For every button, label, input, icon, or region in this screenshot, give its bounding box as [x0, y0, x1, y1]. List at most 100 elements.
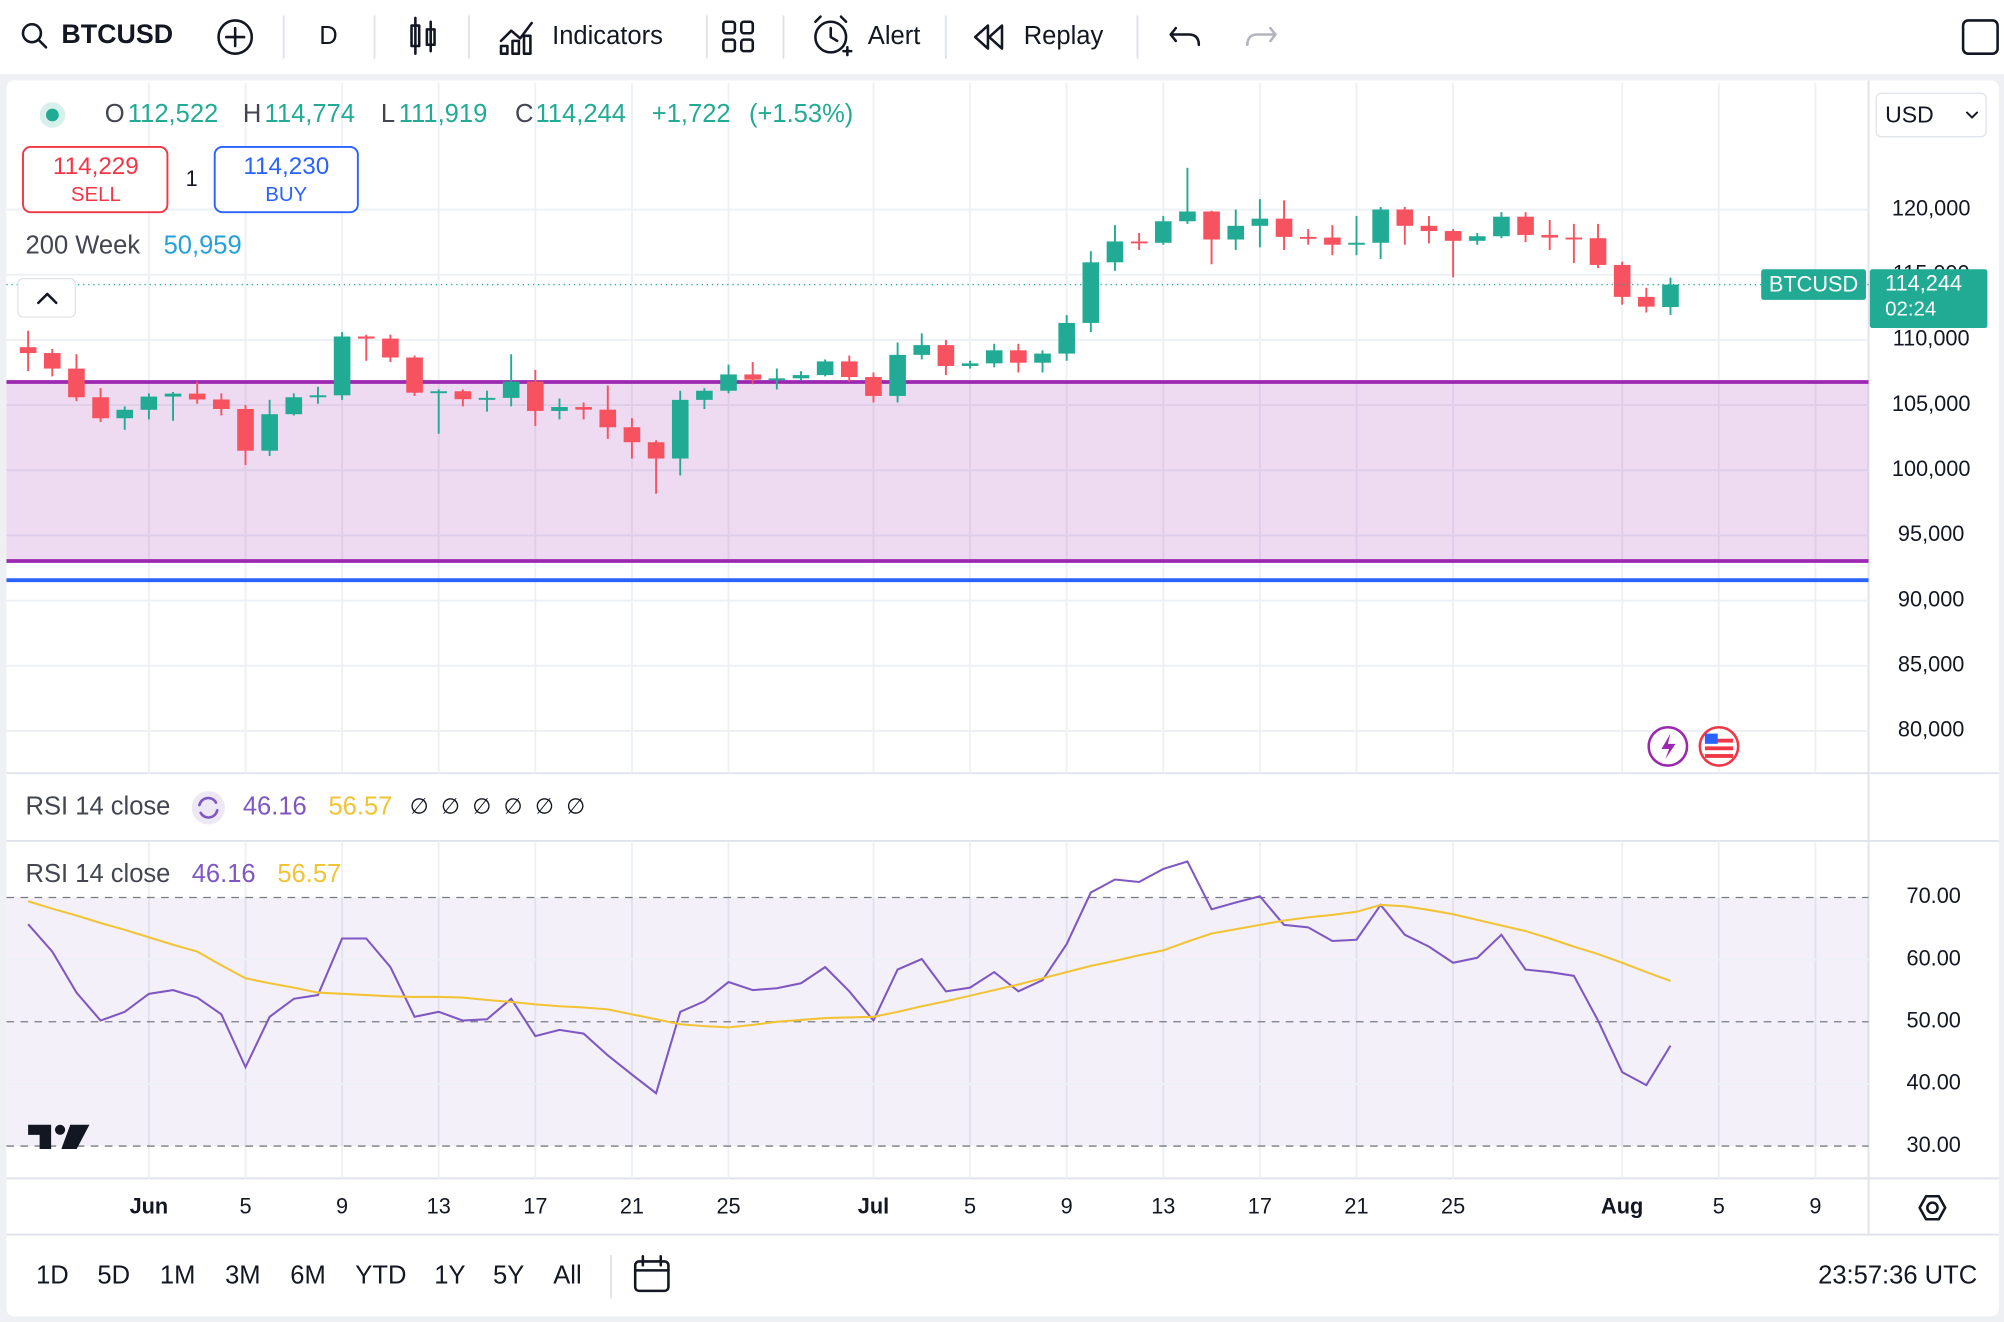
range-button[interactable]: 1D [36, 1262, 69, 1290]
candle-body [1662, 284, 1679, 308]
candle-body [1251, 218, 1269, 226]
range-button[interactable]: 1M [160, 1262, 196, 1290]
change-pct: (+1.53%) [749, 100, 853, 128]
clock[interactable]: 23:57:36 UTC [1818, 1262, 1977, 1290]
currency[interactable]: USD [1885, 101, 1934, 127]
x-tick-label: 13 [1151, 1194, 1175, 1219]
range-button[interactable]: 6M [290, 1262, 326, 1290]
interval[interactable]: D [319, 22, 337, 50]
search-icon[interactable] [21, 23, 48, 49]
candle-body [937, 345, 955, 366]
range-button[interactable]: 1Y [434, 1262, 465, 1290]
add-symbol[interactable] [217, 19, 254, 55]
buy-price[interactable]: 114,230 [243, 153, 329, 180]
candle-body [840, 361, 858, 378]
y-tick-label: 95,000 [1898, 521, 1964, 546]
rsi-row-name: RSI 14 close [26, 792, 171, 820]
candle-body [1324, 237, 1341, 245]
candle-body [1348, 242, 1365, 245]
candle-body [1638, 296, 1655, 307]
candle-body [430, 391, 448, 394]
candle-body [623, 427, 641, 443]
x-tick-label: 21 [620, 1194, 644, 1219]
candle-body [792, 375, 810, 379]
candle-body [1565, 237, 1583, 240]
layout-icon[interactable] [722, 20, 755, 53]
l-value: 111,919 [399, 100, 488, 128]
replay[interactable]: Replay [1024, 22, 1104, 50]
alert-icon[interactable] [814, 15, 853, 57]
sell-button[interactable] [22, 146, 169, 214]
indicators-icon[interactable] [499, 21, 533, 55]
fullscreen[interactable] [1961, 19, 1999, 55]
pane-borders [6, 80, 1999, 1236]
x-tick-label: 13 [427, 1194, 451, 1219]
empty-value: ∅ [441, 793, 460, 818]
quantity[interactable]: 1 [186, 166, 198, 191]
event-icons [1647, 725, 1740, 767]
x-tick-label: 5 [1713, 1194, 1725, 1219]
x-tick-label: Jul [858, 1194, 889, 1219]
alert[interactable]: Alert [868, 22, 921, 50]
redo[interactable] [1246, 26, 1277, 47]
candle-body [1493, 216, 1510, 237]
range-button[interactable]: 3M [225, 1262, 261, 1290]
candle-body [213, 399, 230, 409]
candle-body [68, 368, 85, 398]
buy-button[interactable] [213, 146, 359, 214]
y-tick-label: 85,000 [1898, 652, 1964, 677]
candle-body [985, 350, 1003, 364]
symbol-tag-text: BTCUSD [1769, 272, 1858, 297]
x-tick-label: 17 [523, 1194, 547, 1219]
collapse-chevron[interactable] [37, 292, 58, 305]
rsi-row-value: 46.16 [243, 792, 307, 820]
collapse-button[interactable] [17, 277, 77, 318]
x-tick-label: 21 [1344, 1194, 1368, 1219]
rsi-sync-arrows[interactable] [198, 796, 219, 819]
candle-body [1203, 211, 1220, 240]
ohlc-legend: O 112,522 H 114,774 L 111,919 C 114,244 … [105, 100, 854, 128]
range-button[interactable]: 5D [97, 1262, 130, 1290]
rsi-tick-label: 40.00 [1907, 1070, 1961, 1095]
range-button[interactable]: YTD [355, 1262, 406, 1290]
rsi-row-ma: 56.57 [328, 792, 392, 820]
candle-body [19, 347, 37, 354]
buy-label[interactable]: BUY [265, 183, 307, 206]
candle-body [527, 381, 544, 411]
candle-body [1372, 209, 1389, 243]
candle-body [1130, 241, 1148, 244]
candle-body [1299, 236, 1317, 239]
o-label: O [105, 100, 125, 128]
candle-body [382, 338, 399, 358]
range-button[interactable]: All [553, 1262, 581, 1290]
candle-body [285, 397, 303, 415]
chart-type[interactable] [410, 16, 436, 55]
zone [6, 382, 1869, 561]
empty-value: ∅ [535, 793, 554, 818]
x-tick-label: Jun [130, 1194, 169, 1219]
date-range-icon[interactable] [633, 1255, 670, 1293]
price-tag [1869, 269, 1988, 329]
replay-icon[interactable] [973, 24, 1004, 50]
candle-body [1010, 350, 1027, 363]
rsi-tick-label: 60.00 [1907, 945, 1961, 970]
indicators[interactable]: Indicators [552, 22, 663, 50]
candle-body [261, 414, 278, 451]
c-value: 114,244 [536, 100, 626, 128]
rsi-sync-icon[interactable] [191, 791, 225, 825]
candle-body [720, 374, 737, 391]
o-value: 112,522 [128, 100, 218, 128]
symbol[interactable]: BTCUSD [61, 19, 173, 49]
settings-icon[interactable] [1918, 1194, 1947, 1221]
sell-label[interactable]: SELL [71, 183, 121, 206]
sell-price[interactable]: 114,229 [53, 153, 139, 180]
candle-body [502, 381, 520, 398]
candle-body [865, 377, 882, 396]
price-pane [6, 83, 1869, 774]
candle-body [188, 393, 206, 400]
currency-box[interactable] [1875, 92, 1987, 138]
currency-chevron[interactable] [1965, 111, 1979, 119]
undo[interactable] [1169, 26, 1201, 47]
range-button[interactable]: 5Y [493, 1262, 524, 1290]
candle-body [961, 363, 979, 366]
